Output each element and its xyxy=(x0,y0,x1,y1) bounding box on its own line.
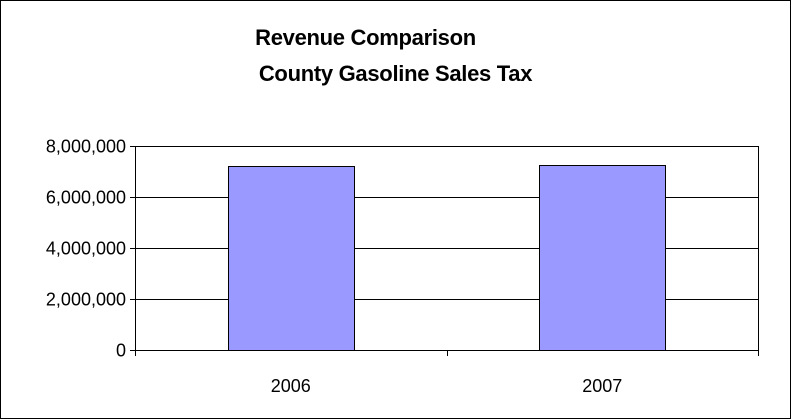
y-tick-label: 4,000,000 xyxy=(46,239,126,259)
x-tick-label: 2007 xyxy=(582,376,622,396)
y-tick-label: 0 xyxy=(116,341,126,361)
chart-title: Revenue Comparison xyxy=(255,25,476,50)
x-tick-label: 2006 xyxy=(271,376,311,396)
y-tick-label: 2,000,000 xyxy=(46,290,126,310)
plot-area: 0 2,000,000 4,000,000 6,000,000 8,000,000 200… xyxy=(46,137,759,396)
y-tick-label: 8,000,000 xyxy=(46,137,126,157)
y-tick-label: 6,000,000 xyxy=(46,188,126,208)
chart-subtitle: County Gasoline Sales Tax xyxy=(258,61,533,86)
bar-2006 xyxy=(228,166,355,351)
bar-2007 xyxy=(539,165,666,351)
